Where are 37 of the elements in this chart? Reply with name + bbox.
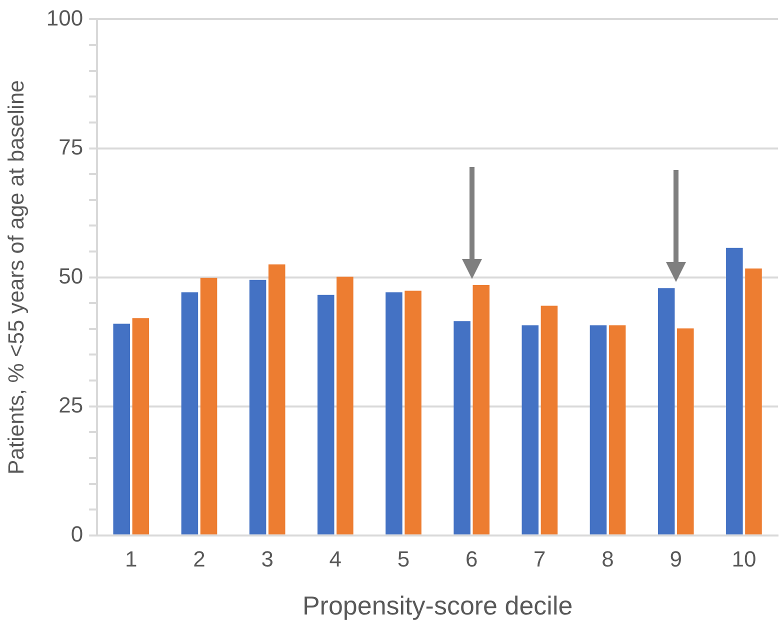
bar [336,276,354,534]
x-tick-label: 2 [193,546,206,572]
bar [318,294,334,534]
bar [454,321,470,534]
bar [522,325,539,534]
bar [745,268,762,534]
x-axis-title: Propensity-score decile [302,590,573,621]
x-tick-label: 3 [261,546,274,572]
bar [472,285,490,534]
bar [268,264,286,534]
bar [658,288,675,534]
bar [590,325,607,534]
bar [181,292,198,534]
bar [386,292,402,534]
bar [677,328,694,534]
x-tick-label: 6 [465,546,478,572]
bar [200,278,218,534]
y-tick-label: 100 [46,5,84,30]
x-tick-label: 5 [397,546,410,572]
x-tick-label: 7 [534,546,546,572]
y-tick-label: 25 [58,392,84,418]
y-tick-label: 75 [58,134,84,160]
bar [132,318,150,534]
x-tick-label: 10 [732,546,756,572]
y-axis-title: Patients, % <55 years of age at baseline [3,80,28,475]
x-tick-label: 4 [329,546,342,572]
bar [608,325,626,534]
x-tick-label: 1 [125,546,138,572]
bar [404,290,422,534]
bar [113,324,130,534]
y-tick-label: 0 [70,521,84,546]
bar [540,306,558,534]
x-tick-label: 8 [602,546,614,572]
bar [249,280,266,534]
bar [726,248,743,534]
x-tick-label: 9 [670,546,682,572]
y-tick-label: 50 [58,263,84,288]
